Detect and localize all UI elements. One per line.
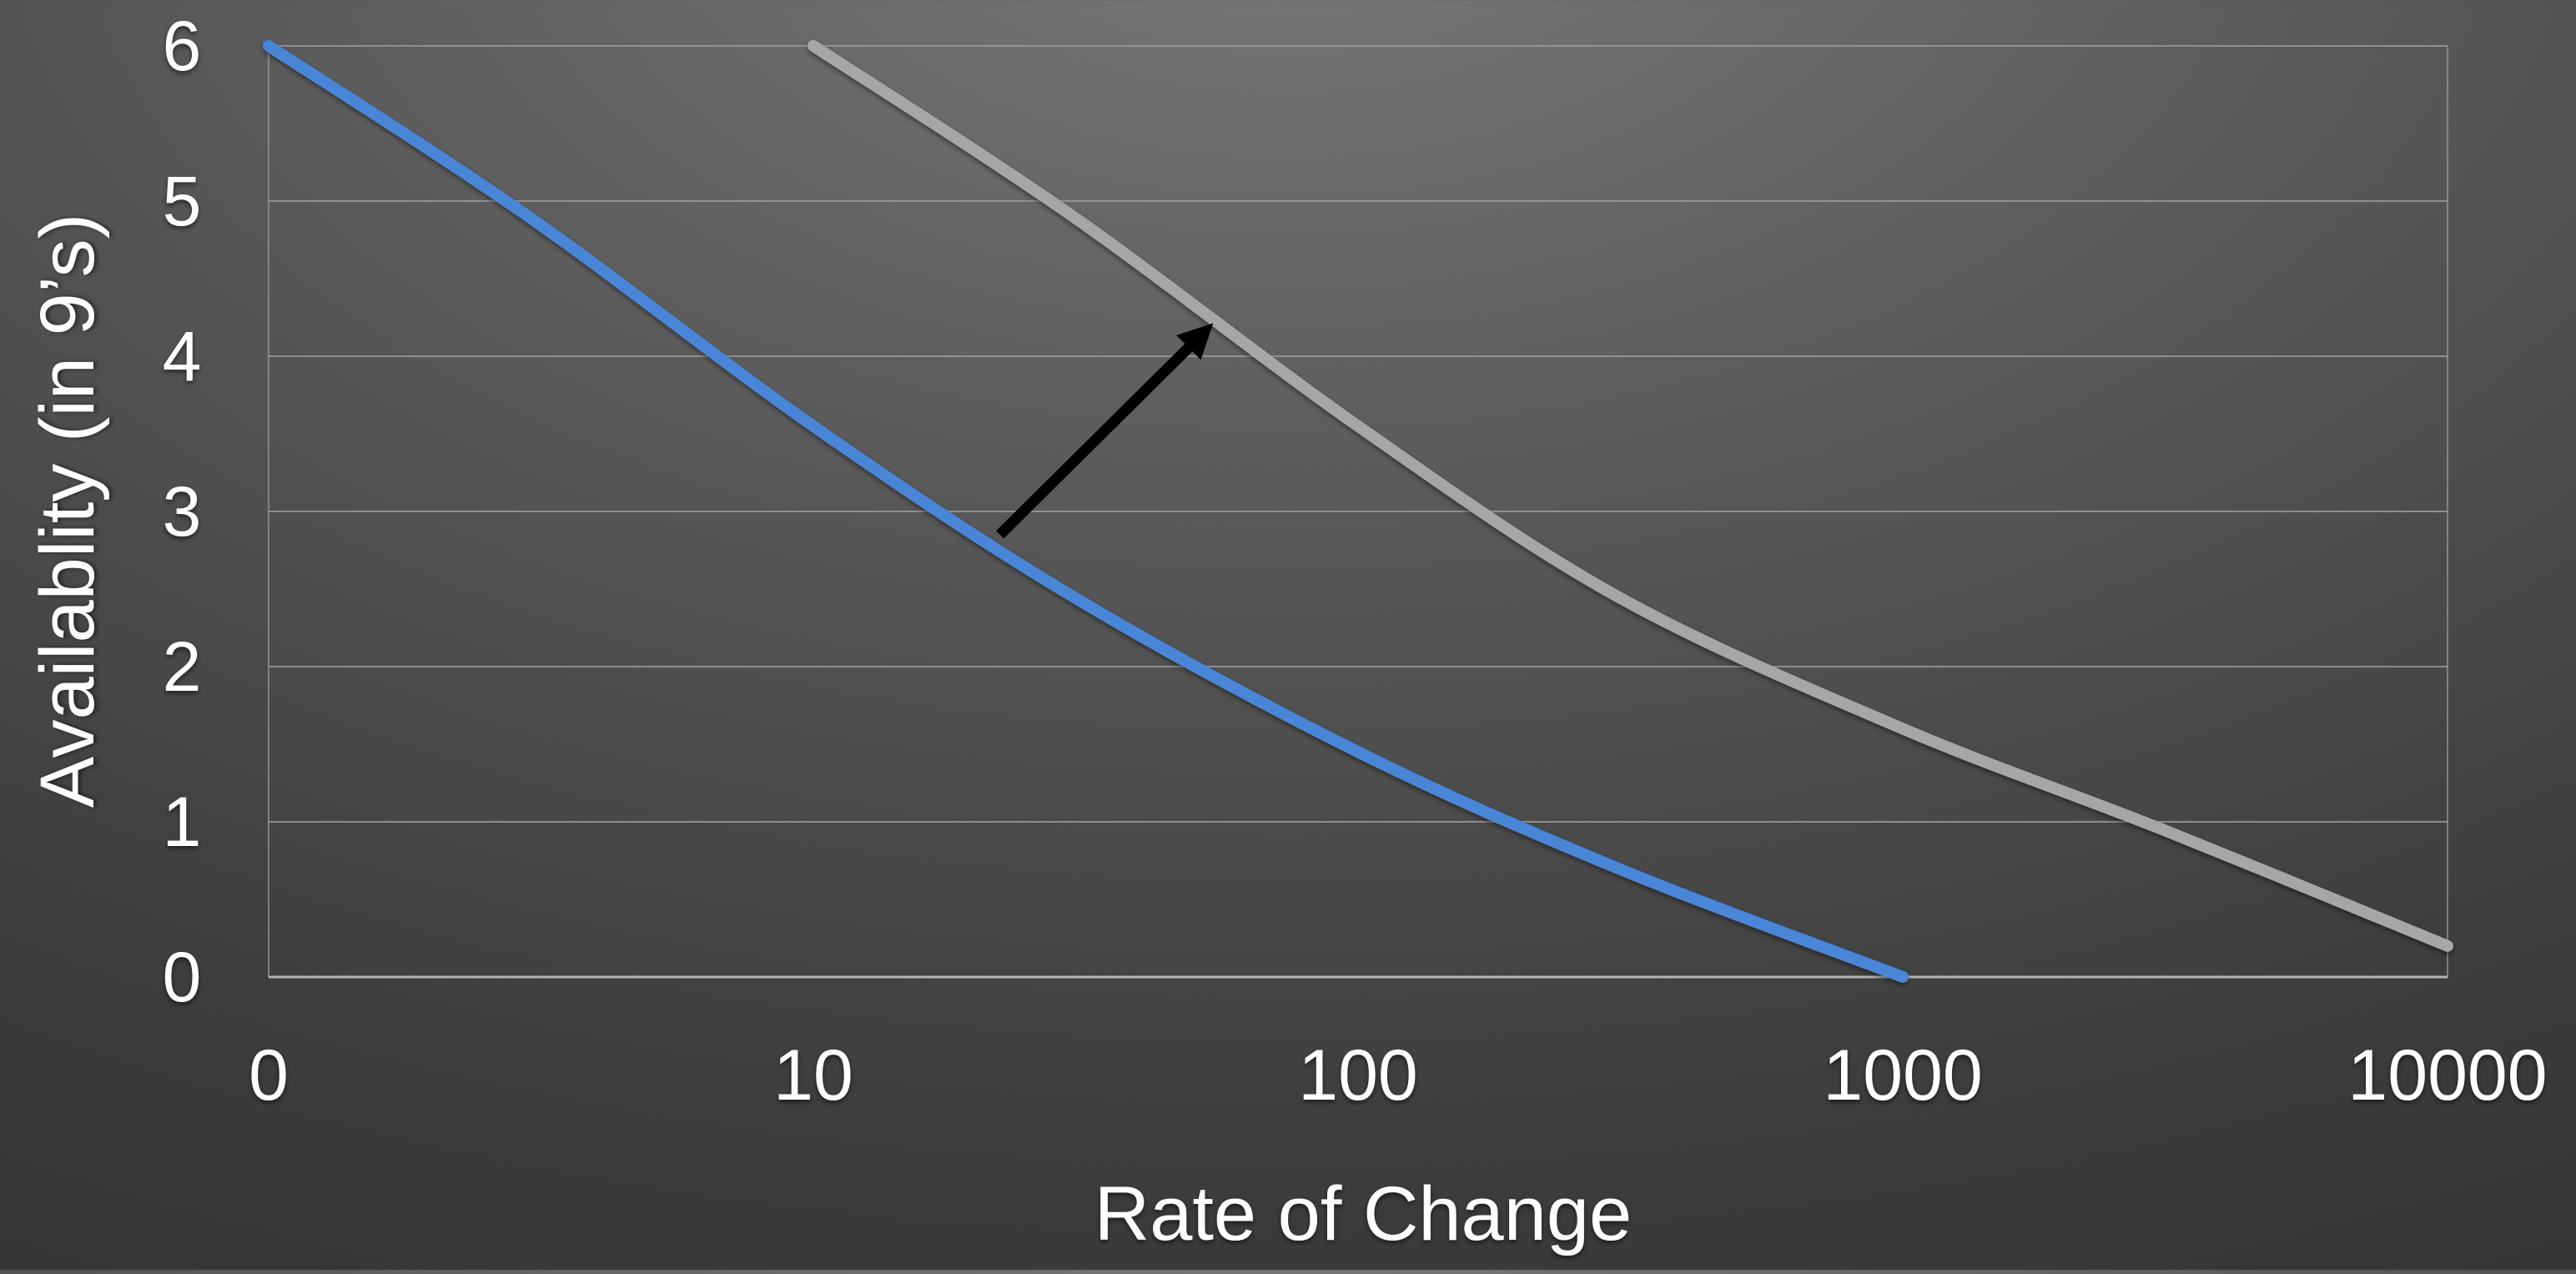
x-tick-label-10000: 10000 bbox=[2347, 1035, 2547, 1115]
y-tick-label-2: 2 bbox=[163, 627, 202, 706]
y-tick-label-4: 4 bbox=[163, 317, 202, 395]
arrow-annotation-1 bbox=[996, 323, 1214, 539]
x-tick-label-0: 0 bbox=[249, 1035, 289, 1115]
y-tick-label-5: 5 bbox=[163, 162, 202, 240]
y-tick-label-1: 1 bbox=[163, 783, 202, 861]
annotations bbox=[996, 323, 1214, 539]
x-tick-label-1000: 1000 bbox=[1823, 1035, 1982, 1115]
y-tick-label-3: 3 bbox=[163, 472, 202, 551]
x-tick-label-100: 100 bbox=[1298, 1035, 1418, 1115]
y-tick-label-6: 6 bbox=[163, 7, 202, 85]
y-tick-labels: 0 1 2 3 4 5 6 bbox=[163, 7, 202, 1016]
y-axis-title: Availablity (in 9’s) bbox=[25, 214, 110, 808]
series-line-2 bbox=[808, 40, 2453, 952]
x-tick-labels: 0 10 100 1000 10000 bbox=[249, 1035, 2548, 1115]
x-axis-title: Rate of Change bbox=[1094, 1171, 1632, 1256]
y-tick-label-0: 0 bbox=[163, 938, 202, 1016]
series-line-1 bbox=[263, 40, 1909, 983]
series-lines bbox=[263, 40, 2453, 983]
x-tick-label-10: 10 bbox=[773, 1035, 853, 1115]
grid bbox=[268, 45, 2448, 979]
